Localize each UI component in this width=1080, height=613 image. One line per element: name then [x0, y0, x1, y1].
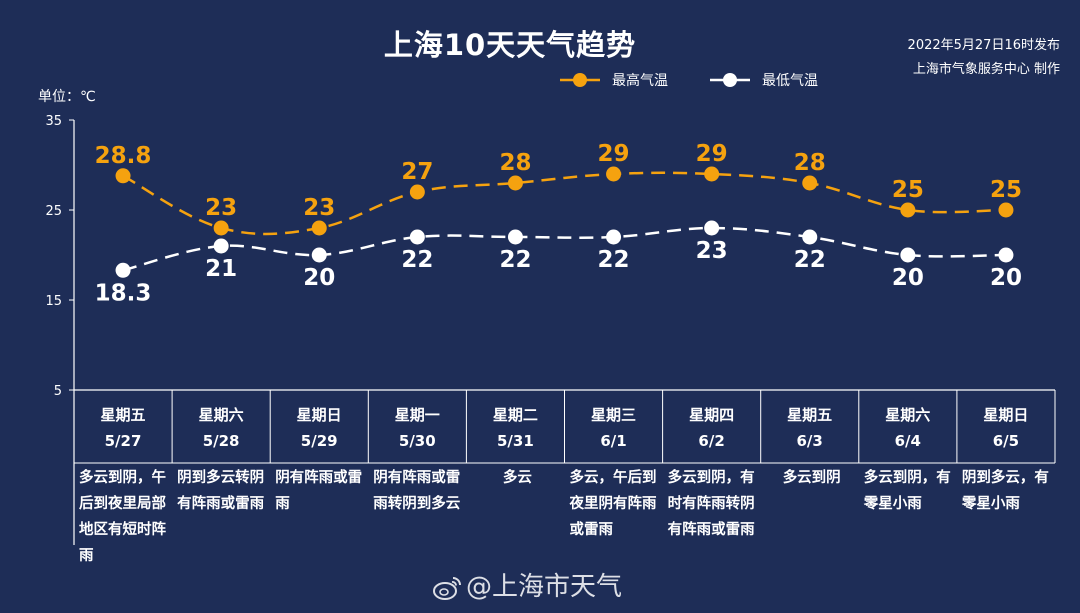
data-label: 23	[205, 195, 237, 221]
series-line	[122, 171, 1006, 236]
date-label: 6/4	[894, 432, 921, 450]
date-label: 6/5	[992, 432, 1020, 450]
data-point	[606, 229, 622, 245]
weather-description: 阴有阵雨或雷雨转阴到多云	[373, 470, 461, 512]
weather-description: 多云，午后到夜里阴有阵雨或雷雨	[569, 470, 657, 538]
date-label: 6/2	[698, 432, 725, 450]
data-label: 20	[303, 265, 335, 291]
data-point	[409, 229, 425, 245]
weather-description: 多云	[502, 470, 532, 486]
data-label: 23	[303, 195, 335, 221]
data-point	[704, 220, 720, 236]
weekday-label: 星期日	[296, 406, 342, 424]
date-label: 5/29	[300, 432, 338, 450]
data-label: 22	[598, 247, 630, 273]
data-label: 25	[892, 177, 924, 203]
weekday-label: 星期五	[100, 406, 146, 424]
data-point	[409, 184, 425, 200]
data-point	[115, 168, 131, 184]
y-tick-label: 35	[45, 114, 62, 129]
unit-label: 单位：℃	[38, 89, 96, 105]
data-label: 29	[598, 141, 630, 167]
data-label: 25	[990, 177, 1022, 203]
weather-description: 阴到多云转阴有阵雨或雷雨	[177, 470, 265, 512]
data-label: 18.3	[95, 280, 152, 306]
y-tick-label: 5	[54, 384, 62, 399]
weekday-label: 星期四	[689, 406, 735, 424]
date-label: 5/31	[496, 432, 534, 450]
weather-description: 多云到阴，有时有阵雨转阴有阵雨或雷雨	[667, 470, 755, 538]
data-point	[998, 202, 1014, 218]
data-label: 29	[696, 141, 728, 167]
data-label: 27	[401, 159, 433, 185]
data-point	[704, 166, 720, 182]
data-point	[507, 175, 523, 191]
data-point	[507, 229, 523, 245]
watermark: @上海市天气	[432, 566, 622, 603]
legend-label: 最低气温	[762, 73, 818, 89]
data-point	[115, 262, 131, 278]
weather-description: 阴到多云，有零星小雨	[961, 470, 1049, 512]
watermark-text: @上海市天气	[466, 572, 623, 602]
data-label: 22	[794, 247, 826, 273]
weekday-label: 星期六	[198, 406, 244, 424]
legend-item: 最低气温	[710, 73, 818, 89]
data-label: 21	[205, 256, 237, 282]
data-point	[802, 229, 818, 245]
issue-time: 2022年5月27日16时发布	[907, 38, 1060, 53]
weekday-label: 星期一	[394, 406, 440, 424]
legend-label: 最高气温	[612, 72, 668, 89]
chart-title: 上海10天天气趋势	[383, 28, 637, 62]
legend-item: 最高气温	[560, 72, 668, 89]
weather-description: 多云到阴，午后到夜里局部地区有短时阵雨	[79, 470, 166, 564]
data-label: 28	[794, 150, 826, 176]
data-point	[311, 220, 327, 236]
data-label: 20	[990, 265, 1022, 291]
weekday-label: 星期日	[983, 406, 1029, 424]
issuer-name: 上海市气象服务中心 制作	[912, 62, 1060, 77]
weekday-label: 星期六	[885, 406, 931, 424]
data-point	[213, 238, 229, 254]
date-label: 5/27	[104, 432, 142, 450]
data-label: 20	[892, 265, 924, 291]
y-tick-label: 15	[45, 294, 62, 309]
data-point	[900, 202, 916, 218]
date-label: 5/28	[202, 432, 240, 450]
weekday-label: 星期三	[590, 406, 636, 424]
weather-description: 多云到阴	[782, 470, 841, 486]
weather-description: 多云到阴，有零星小雨	[863, 470, 951, 512]
date-label: 6/1	[600, 432, 627, 450]
data-point	[998, 247, 1014, 263]
legend-marker	[723, 73, 737, 87]
data-label: 22	[499, 247, 531, 273]
weekday-label: 星期五	[787, 406, 833, 424]
weibo-icon	[432, 575, 462, 601]
series-high: 28.8 23 23 27 28 29 29 28 25 25	[95, 141, 1022, 236]
weather-description: 阴有阵雨或雷雨	[275, 470, 363, 512]
data-point	[213, 220, 229, 236]
legend-marker	[573, 73, 587, 87]
data-point	[311, 247, 327, 263]
data-point	[606, 166, 622, 182]
data-label: 28	[499, 150, 531, 176]
issuer-info: 2022年5月27日16时发布 上海市气象服务中心 制作	[908, 34, 1060, 82]
data-point	[802, 175, 818, 191]
y-tick-label: 25	[45, 204, 62, 219]
series-line	[122, 226, 1006, 272]
series-low: 18.3 21 20 22 22 22 23 22 20 20	[95, 220, 1022, 306]
data-label: 22	[401, 247, 433, 273]
data-label: 23	[696, 238, 728, 264]
weekday-label: 星期二	[492, 406, 538, 424]
date-label: 5/30	[398, 432, 436, 450]
data-point	[900, 247, 916, 263]
date-label: 6/3	[796, 432, 823, 450]
data-label: 28.8	[95, 143, 152, 169]
